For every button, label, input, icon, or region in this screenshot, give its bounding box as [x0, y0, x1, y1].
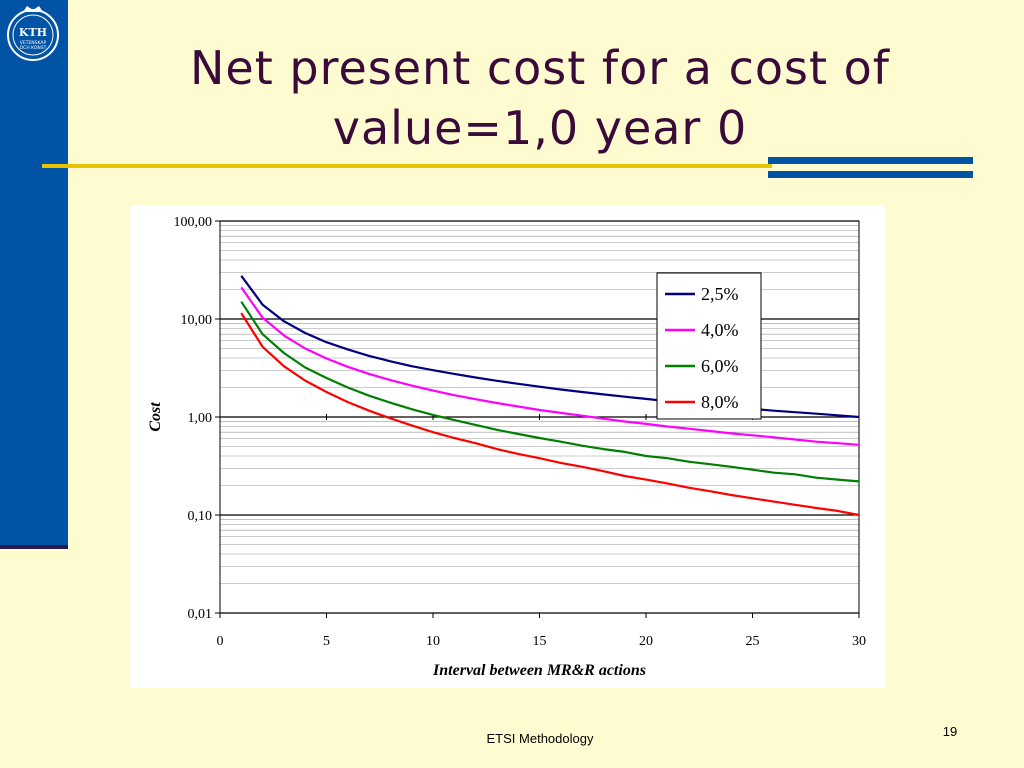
- x-axis-title: Interval between MR&R actions: [432, 662, 646, 679]
- legend-label: 4,0%: [701, 320, 739, 340]
- sidebar-bar-edge: [0, 545, 68, 549]
- y-tick-label: 100,00: [174, 215, 213, 230]
- x-tick-label: 15: [533, 634, 547, 649]
- x-tick-label: 5: [323, 634, 330, 649]
- legend: 2,5% 4,0% 6,0% 8,0%: [656, 272, 762, 420]
- sidebar-bar: [0, 0, 68, 545]
- axis-ticks: 100,00 10,00 1,00 0,10 0,01 0 5 10 15 20 25 30: [174, 215, 867, 649]
- x-tick-label: 20: [639, 634, 653, 649]
- logo-subtext-1: VETENSKAP: [20, 40, 47, 46]
- y-axis-title: Cost: [147, 402, 164, 432]
- crown-icon: [23, 6, 43, 12]
- legend-label: 2,5%: [701, 284, 739, 304]
- title-accent-blocks: [768, 157, 973, 179]
- series-line: [240, 301, 860, 483]
- chart-panel: 100,00 10,00 1,00 0,10 0,01 0 5 10 15 20 25 30 Cost…: [130, 205, 885, 688]
- kth-logo: KTH VETENSKAP OCH KONST: [7, 6, 59, 61]
- legend-label: 8,0%: [701, 392, 739, 412]
- x-tick-label: 0: [217, 634, 224, 649]
- y-tick-label: 10,00: [181, 313, 213, 328]
- x-tick-label: 25: [746, 634, 760, 649]
- y-tick-label: 1,00: [188, 411, 213, 426]
- legend-label: 6,0%: [701, 356, 739, 376]
- x-tick-label: 30: [852, 634, 866, 649]
- title-rule: [42, 164, 772, 168]
- series-line: [240, 286, 860, 446]
- y-tick-label: 0,01: [188, 607, 213, 622]
- page-number: 19: [942, 724, 958, 739]
- x-tick-label: 10: [426, 634, 440, 649]
- chart: 100,00 10,00 1,00 0,10 0,01 0 5 10 15 20 25 30 Cost…: [147, 215, 867, 679]
- accent-block-bottom: [768, 171, 973, 178]
- slide-title: Net present cost for a cost of value=1,0…: [190, 41, 890, 155]
- logo-subtext-2: OCH KONST: [20, 45, 47, 51]
- footer-text: ETSI Methodology: [486, 731, 594, 746]
- series-lines: [240, 275, 860, 517]
- y-tick-label: 0,10: [188, 509, 213, 524]
- logo-text: KTH: [19, 26, 47, 39]
- legend-box: [656, 272, 762, 420]
- series-line: [240, 312, 860, 517]
- accent-block-top: [768, 157, 973, 164]
